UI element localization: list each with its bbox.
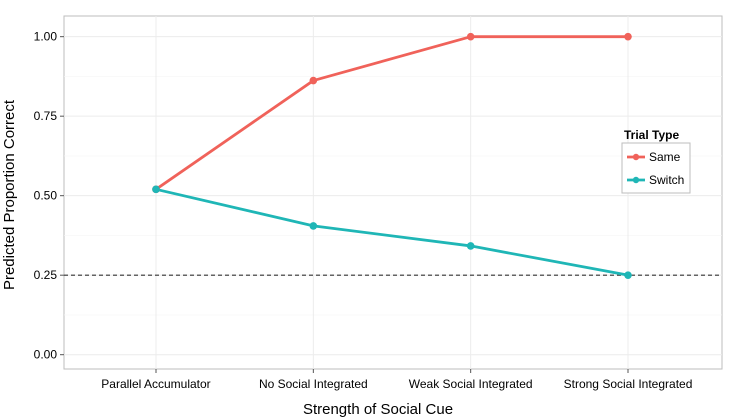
legend-label-same: Same [649,150,681,164]
y-axis-title: Predicted Proportion Correct [1,99,18,290]
x-tick-label: Parallel Accumulator [101,377,210,391]
data-point-switch [624,271,632,279]
series-points [152,32,632,279]
legend-key-point-switch [632,176,640,184]
y-tick-label: 1.00 [34,30,58,44]
data-point-same [624,32,632,41]
series-line-switch [155,187,629,277]
y-tick-label: 0.00 [34,348,58,362]
series-lines [155,35,629,277]
legend-items: Same Switch [627,150,684,187]
data-point-switch [152,185,160,194]
data-point-same [309,76,318,85]
data-point-switch [466,242,475,250]
y-axis-ticks: 0.00 0.25 0.50 0.75 1.00 [34,30,64,362]
legend-key-point-same [632,153,640,161]
legend-label-switch: Switch [649,173,684,187]
x-axis-ticks: Parallel Accumulator No Social Integrated… [101,369,692,391]
x-axis-title: Strength of Social Cue [303,401,453,418]
x-tick-label: No Social Integrated [259,377,368,391]
y-tick-label: 0.50 [34,189,58,203]
legend: Trial Type Same Switch [621,128,691,194]
data-point-switch [309,222,318,230]
x-tick-label: Strong Social Integrated [564,377,693,391]
data-point-same [466,32,475,41]
y-tick-label: 0.25 [34,268,58,282]
legend-box [621,142,691,194]
legend-title: Trial Type [624,128,679,142]
y-tick-label: 0.75 [34,109,58,123]
series-line-same [155,35,628,191]
x-tick-label: Weak Social Integrated [409,377,533,391]
